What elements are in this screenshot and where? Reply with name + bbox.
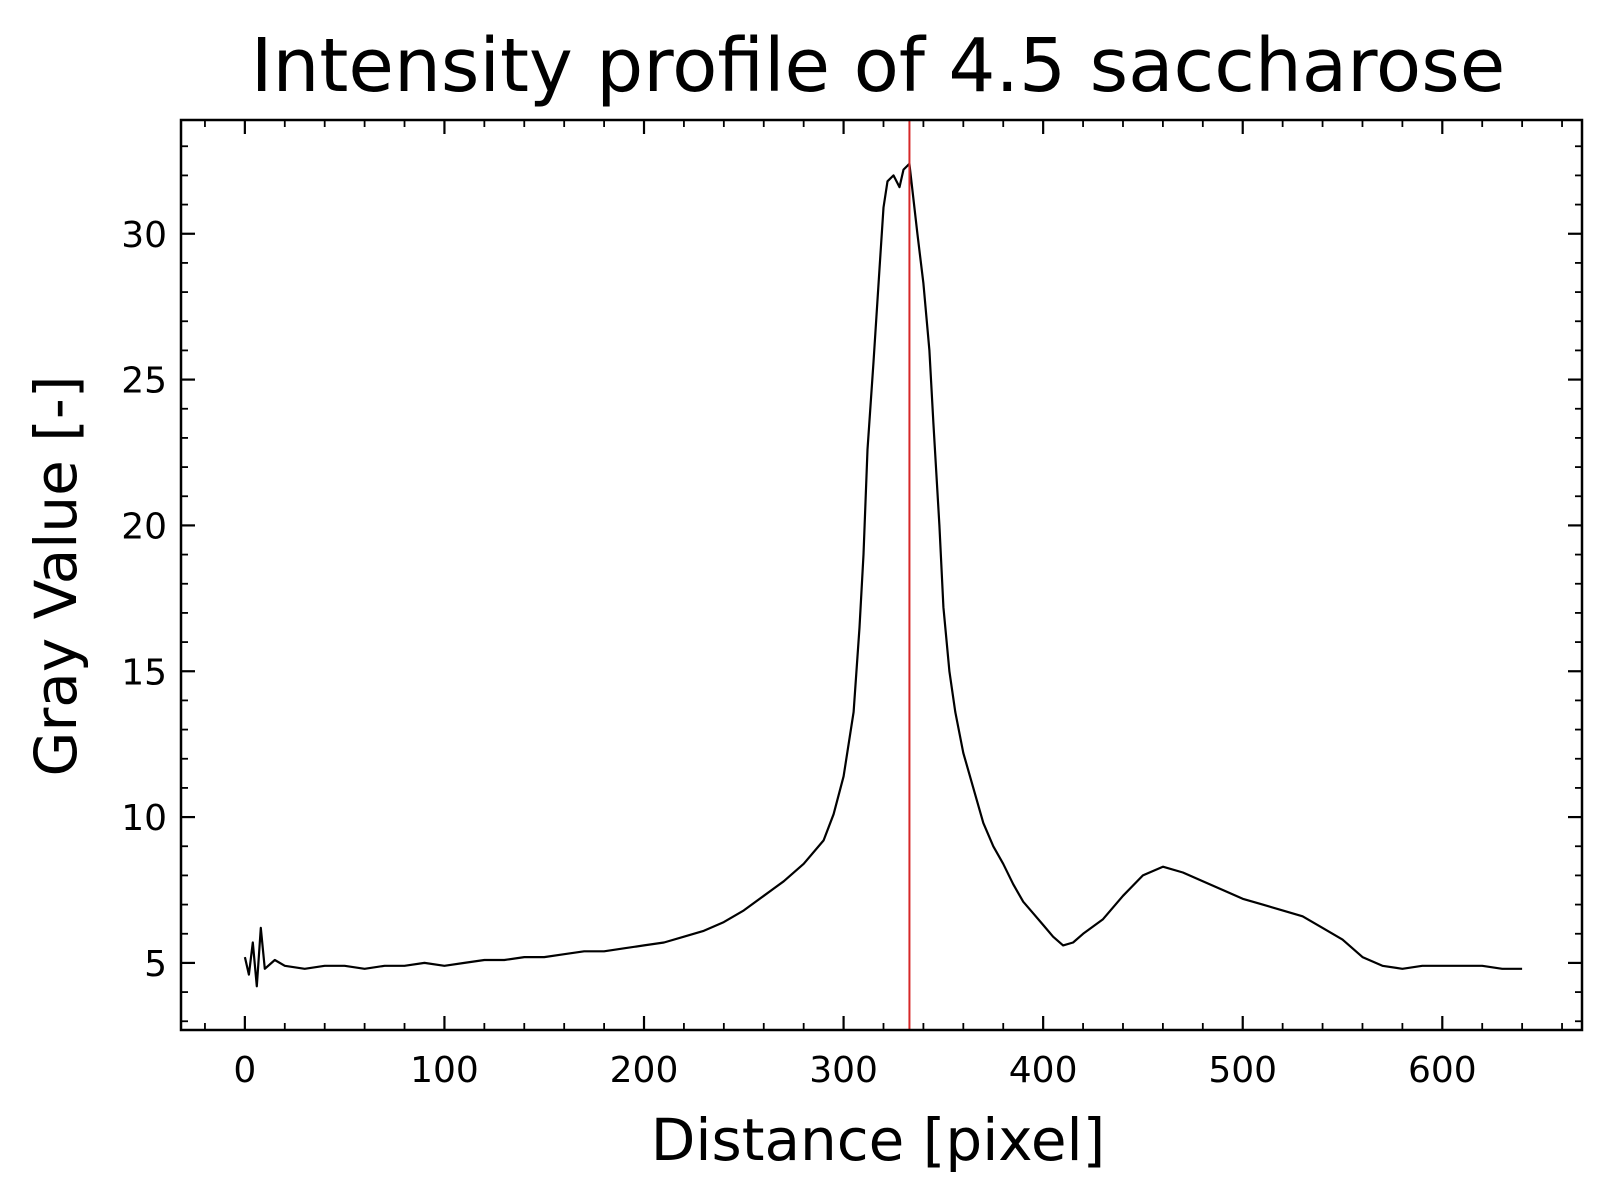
x-tick-label: 600 [1408,1050,1477,1091]
y-tick-label: 30 [121,215,167,256]
x-tick-label: 400 [1009,1050,1078,1091]
y-tick-label: 5 [144,944,167,985]
y-tick-label: 25 [121,361,167,402]
x-tick-label: 0 [233,1050,256,1091]
x-axis-label: Distance [pixel] [651,1106,1106,1174]
x-tick-label: 300 [809,1050,878,1091]
profile-line [243,162,1523,988]
y-tick-label: 20 [121,506,167,547]
y-tick-label: 10 [121,798,167,839]
y-tick-label: 15 [121,652,167,693]
y-axis-label: Gray Value [-] [22,376,90,777]
x-tick-label: 500 [1208,1050,1277,1091]
x-tick-label: 100 [410,1050,479,1091]
chart-title: Intensity profile of 4.5 saccharose [251,23,1506,109]
plot-frame [179,118,1584,1032]
plot-area: 0 100 200 300 400 500 600 5 10 15 20 25 30 [121,118,1584,1091]
x-tick-label: 200 [610,1050,679,1091]
